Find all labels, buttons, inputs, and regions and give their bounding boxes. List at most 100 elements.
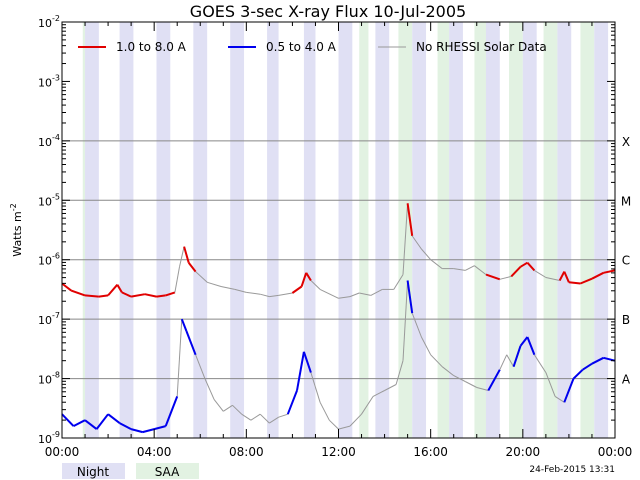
- y-tick-mantissa: 10: [38, 433, 52, 446]
- series-segment-long: [568, 281, 581, 285]
- flare-class-label: X: [622, 135, 630, 149]
- series-segment-long: [474, 265, 487, 275]
- series-segment-short: [420, 336, 432, 356]
- series-segment-short: [241, 413, 252, 421]
- series-segment-long: [207, 281, 222, 287]
- series-segment-long: [165, 291, 176, 297]
- series-segment-long: [519, 261, 528, 268]
- series-segment-short: [310, 372, 321, 403]
- chart-legend: 1.0 to 8.0 A 0.5 to 4.0 A No RHESSI Solar …: [78, 40, 547, 54]
- saa-band: [359, 22, 369, 438]
- saa-legend-swatch: [136, 463, 199, 479]
- series-segment-short: [441, 366, 455, 376]
- y-axis-label-text: Watts m: [11, 211, 24, 256]
- series-segment-long: [563, 271, 570, 283]
- series-segment-long: [269, 294, 279, 298]
- series-segment-short: [269, 416, 279, 424]
- series-segment-short: [213, 399, 224, 412]
- timestamp: 24-Feb-2015 13:31: [529, 465, 615, 475]
- series-segment-short: [395, 360, 404, 385]
- series-segment-short: [406, 280, 414, 314]
- series-segment-long: [319, 288, 339, 299]
- grid-lines: [62, 140, 615, 380]
- series-segment-short: [185, 330, 197, 356]
- series-segment-short: [411, 313, 422, 338]
- flare-class-label: A: [622, 373, 631, 387]
- y-tick-label: 10-3: [38, 73, 60, 89]
- y-tick-mantissa: 10: [38, 255, 52, 268]
- flare-class-label: C: [622, 254, 630, 268]
- y-tick-label: 10-6: [38, 252, 60, 268]
- series-segment-short: [349, 413, 362, 427]
- night-band: [449, 22, 463, 438]
- series-segment-short: [499, 354, 508, 370]
- night-band: [85, 22, 99, 438]
- night-band: [557, 22, 572, 438]
- y-tick-exponent: -6: [52, 252, 60, 261]
- series-segment-short: [554, 395, 565, 403]
- saa-band: [543, 22, 558, 438]
- y-tick-exponent: -9: [52, 430, 60, 439]
- night-saa-bands: [82, 22, 609, 438]
- x-tick-label: 20:00: [506, 445, 541, 459]
- saa-band: [82, 22, 86, 438]
- x-tick-label: 04:00: [137, 445, 172, 459]
- saa-band: [474, 22, 486, 438]
- saa-band: [398, 22, 413, 438]
- series-segment-short: [464, 381, 478, 388]
- series-segment-short: [526, 336, 536, 356]
- series-segment-short: [338, 425, 351, 430]
- series-segment-long: [260, 293, 270, 298]
- series-segment-short: [204, 378, 215, 400]
- series-segment-long: [421, 248, 432, 261]
- night-legend-swatch: [62, 463, 125, 479]
- series-segment-long: [453, 268, 466, 271]
- night-legend-label: Night: [77, 465, 110, 479]
- flare-class-label: B: [622, 313, 630, 327]
- y-tick-exponent: -5: [52, 192, 60, 201]
- series-segment-short: [73, 419, 86, 427]
- series-segment-short: [164, 396, 179, 427]
- series-segment-long: [545, 277, 560, 281]
- y-tick-exponent: -4: [52, 133, 60, 142]
- y-tick-label: 10-5: [38, 192, 60, 208]
- series-segment-long: [179, 246, 185, 267]
- series-segment-long: [195, 271, 208, 283]
- series-segment-long: [121, 291, 132, 298]
- series-segment-long: [291, 285, 303, 294]
- saa-band: [509, 22, 523, 438]
- flare-class-labels: X M C B A: [621, 135, 631, 387]
- series-segment-short: [319, 402, 330, 421]
- series-segment-long: [406, 203, 414, 237]
- flare-class-label: M: [621, 194, 631, 208]
- series-segment-short: [95, 413, 109, 430]
- series-segment-short: [61, 413, 75, 427]
- y-tick-label: 10-2: [38, 14, 60, 30]
- night-band: [412, 22, 427, 438]
- y-tick-mantissa: 10: [38, 314, 52, 327]
- series-segment-long: [558, 271, 566, 281]
- y-axis-ticks: 10-910-810-710-610-510-410-310-2: [38, 14, 615, 446]
- series-segment-long: [234, 288, 247, 293]
- chart-title: GOES 3-sec X-ray Flux 10-Jul-2005: [190, 2, 466, 21]
- series-segment-long: [300, 272, 308, 287]
- night-band: [594, 22, 609, 438]
- series-segment-long: [402, 203, 409, 275]
- series-segment-long: [370, 288, 383, 296]
- series-segment-long: [464, 265, 475, 271]
- y-tick-mantissa: 10: [38, 195, 52, 208]
- saa-band: [437, 22, 450, 438]
- series-segment-long: [70, 289, 86, 297]
- series-segment-short: [278, 413, 288, 418]
- series-segment-long: [349, 292, 360, 298]
- series-segment-long: [116, 284, 123, 293]
- series-segment-short: [384, 384, 397, 391]
- y-tick-label: 10-7: [38, 311, 60, 327]
- y-tick-label: 10-4: [38, 133, 60, 149]
- saa-legend-label: SAA: [155, 465, 180, 479]
- legend-label: No RHESSI Solar Data: [416, 40, 547, 54]
- series-segment-long: [526, 262, 536, 272]
- y-axis-label-group: Watts m-2: [9, 203, 24, 256]
- y-tick-mantissa: 10: [38, 17, 52, 30]
- night-band: [375, 22, 390, 438]
